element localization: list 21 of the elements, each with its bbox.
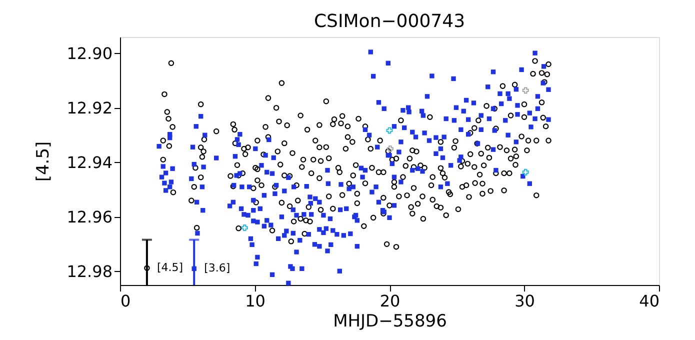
x-tick-label: 40 <box>639 292 660 310</box>
y-tick-label: 12.96 <box>66 207 112 226</box>
y-tick-label: 12.98 <box>66 262 112 281</box>
y-tick-label: 12.90 <box>66 44 112 63</box>
x-tick-label: 20 <box>380 292 400 310</box>
point <box>386 145 394 152</box>
x-tick-label: 10 <box>245 292 266 310</box>
series-label: [3.6] <box>204 262 230 275</box>
series-label: [4.5] <box>156 261 184 274</box>
y-tick-label: 12.92 <box>66 98 112 118</box>
y-axis-title: [4.5] <box>34 141 54 182</box>
point <box>144 265 150 271</box>
point <box>522 87 529 94</box>
point <box>522 168 529 176</box>
point <box>241 224 248 232</box>
x-tick-label: 0 <box>120 292 131 310</box>
chart-title: CSIMon−000743 <box>314 11 466 32</box>
x-tick-label: 30 <box>514 292 535 310</box>
point <box>386 127 393 134</box>
y-tick-label: 12.94 <box>66 152 112 172</box>
x-axis-title: MHJD−55896 <box>333 312 447 332</box>
